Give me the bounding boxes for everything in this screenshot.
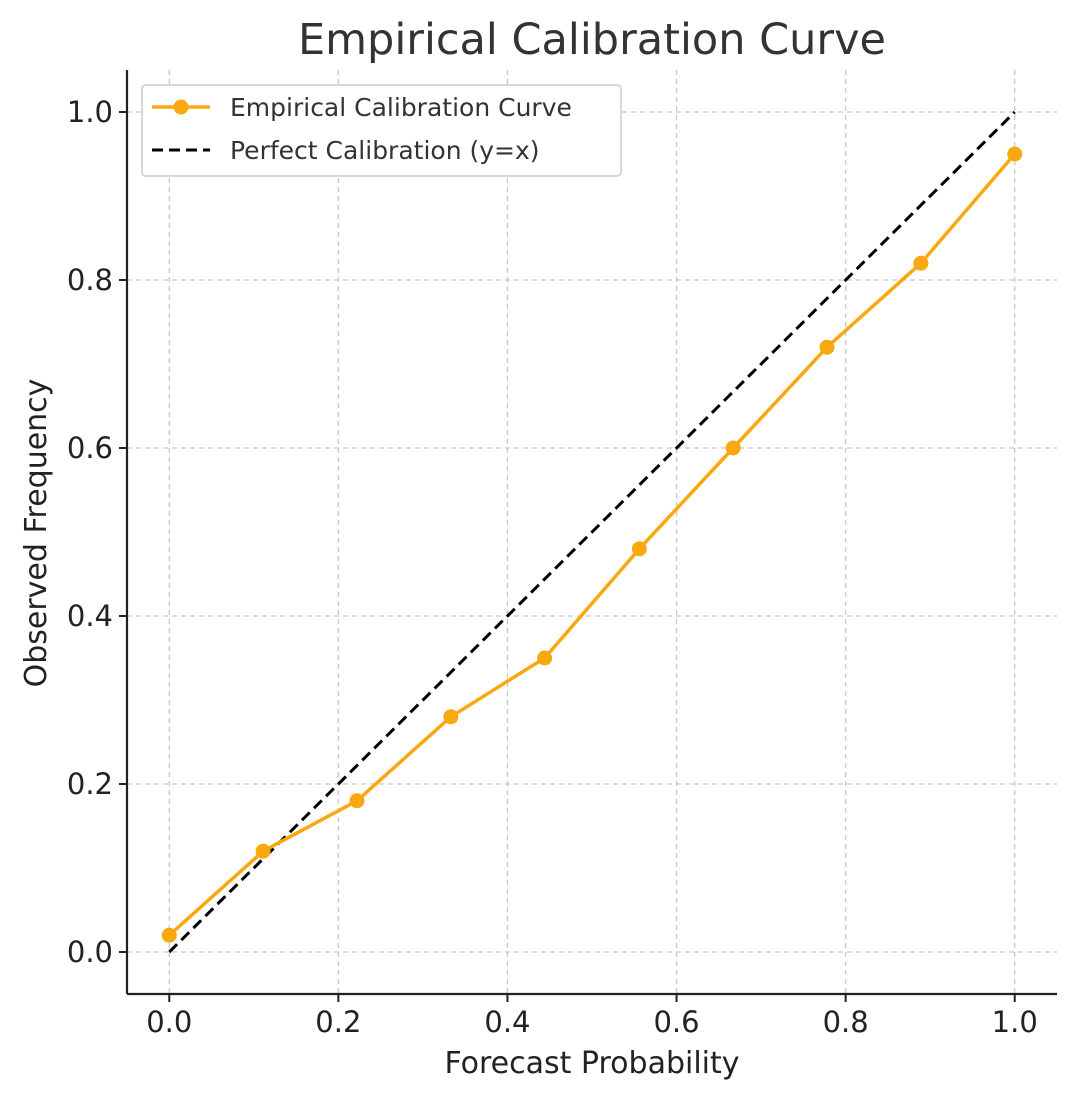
empirical-data-point <box>443 709 459 725</box>
y-tick-label: 0.4 <box>67 599 113 633</box>
axes-spines <box>125 70 1057 996</box>
y-tick-label: 0.2 <box>67 767 113 801</box>
legend: Empirical Calibration Curve Perfect Cali… <box>141 84 622 177</box>
empirical-data-point <box>631 541 647 557</box>
y-axis-label: Observed Frequency <box>19 379 54 688</box>
empirical-data-point <box>161 927 177 943</box>
y-tick-label: 0.6 <box>67 431 113 465</box>
legend-box <box>141 84 622 177</box>
empirical-data-point <box>1007 146 1023 162</box>
legend-label-perfect: Perfect Calibration (y=x) <box>230 136 540 165</box>
x-tick-label: 1.0 <box>992 1005 1038 1039</box>
legend-marker-empirical <box>173 99 189 115</box>
empirical-data-point <box>255 843 271 859</box>
chart-title: Empirical Calibration Curve <box>298 15 886 65</box>
series-line-empirical-calibration <box>168 152 1017 937</box>
grid-lines <box>127 70 1057 994</box>
y-axis-ticks: 0.0 0.2 0.4 0.6 0.8 1.0 <box>67 95 127 969</box>
x-axis-label: Forecast Probability <box>444 1046 739 1081</box>
x-tick-label: 0.2 <box>315 1005 361 1039</box>
empirical-data-point <box>537 650 553 666</box>
x-tick-label: 0.4 <box>484 1005 530 1039</box>
y-tick-label: 1.0 <box>67 95 113 129</box>
empirical-data-point <box>725 440 741 456</box>
x-axis-ticks: 0.0 0.2 0.4 0.6 0.8 1.0 <box>146 994 1038 1039</box>
empirical-data-point <box>819 339 835 355</box>
x-tick-label: 0.8 <box>823 1005 869 1039</box>
x-tick-label: 0.6 <box>653 1005 699 1039</box>
series-line-perfect-calibration <box>168 110 1016 954</box>
plot-series <box>161 110 1023 954</box>
y-tick-label: 0.8 <box>67 263 113 297</box>
x-tick-label: 0.0 <box>146 1005 192 1039</box>
empirical-data-point <box>349 793 365 809</box>
y-tick-label: 0.0 <box>67 935 113 969</box>
empirical-data-point <box>913 255 929 271</box>
legend-label-empirical: Empirical Calibration Curve <box>230 93 572 122</box>
